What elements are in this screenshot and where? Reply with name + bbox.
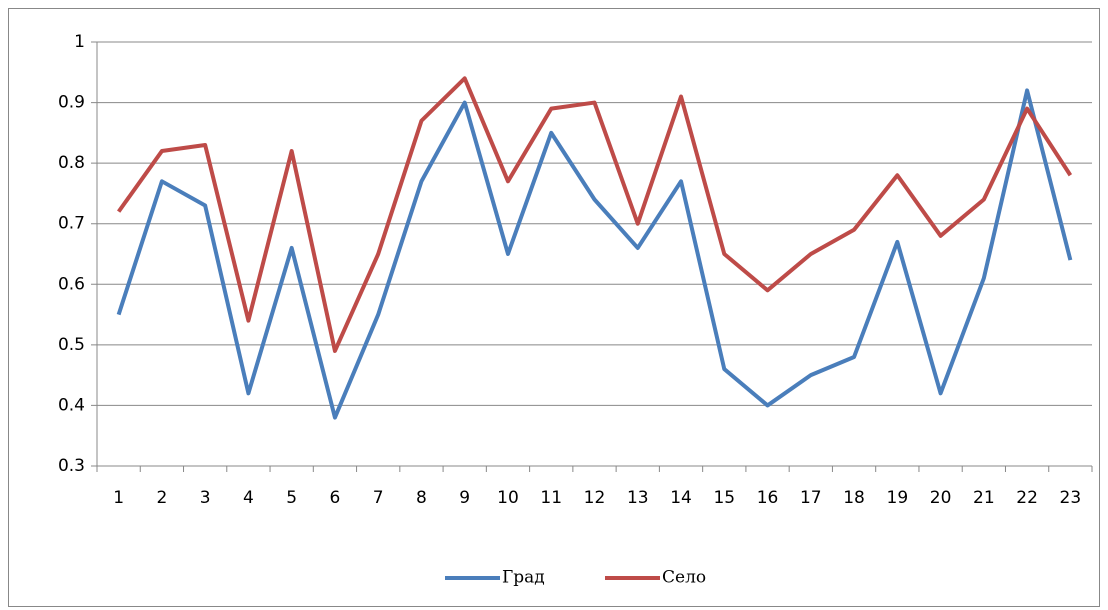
- legend-label: Град: [502, 568, 545, 588]
- x-tick-label: 21: [973, 488, 995, 508]
- x-tick-label: 12: [584, 488, 606, 508]
- series-line: [116, 88, 1073, 420]
- chart-frame: [8, 8, 1100, 607]
- x-tick-label: 9: [459, 488, 470, 508]
- y-tick-label: 0.9: [58, 93, 85, 113]
- x-tick-label: 23: [1060, 488, 1082, 508]
- x-tick-label: 3: [200, 488, 211, 508]
- y-tick-label: 1: [74, 32, 85, 52]
- x-tick-label: 19: [887, 488, 909, 508]
- x-tick-label: 4: [243, 488, 254, 508]
- x-tick-label: 6: [330, 488, 341, 508]
- x-tick-label: 7: [373, 488, 384, 508]
- x-tick-label: 2: [156, 488, 167, 508]
- x-tick-label: 20: [930, 488, 952, 508]
- series-line: [117, 76, 1073, 353]
- x-tick-label: 1: [113, 488, 124, 508]
- y-tick-label: 0.3: [58, 456, 85, 476]
- x-tick-label: 17: [800, 488, 822, 508]
- y-tick-label: 0.7: [58, 214, 85, 234]
- x-tick-label: 22: [1016, 488, 1038, 508]
- x-tick-label: 16: [757, 488, 779, 508]
- x-tick-label: 8: [416, 488, 427, 508]
- x-tick-label: 13: [627, 488, 649, 508]
- y-tick-label: 0.8: [58, 153, 85, 173]
- legend-label: Село: [662, 568, 706, 588]
- y-tick-label: 0.5: [58, 335, 85, 355]
- x-tick-label: 11: [540, 488, 562, 508]
- x-tick-label: 5: [286, 488, 297, 508]
- y-tick-label: 0.4: [58, 395, 85, 415]
- x-tick-label: 14: [670, 488, 692, 508]
- x-tick-label: 15: [713, 488, 735, 508]
- x-tick-label: 18: [843, 488, 865, 508]
- x-tick-label: 10: [497, 488, 519, 508]
- y-tick-label: 0.6: [58, 274, 85, 294]
